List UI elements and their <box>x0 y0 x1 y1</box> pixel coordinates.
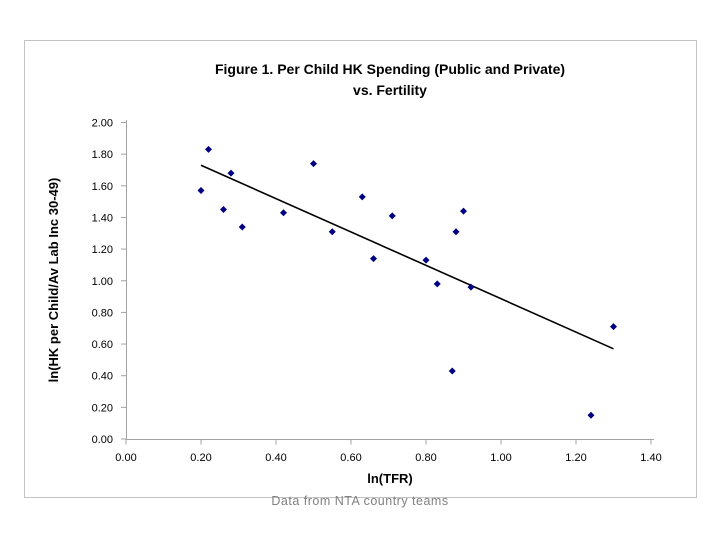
data-point <box>220 206 227 214</box>
y-tick-label: 0.60 <box>92 339 113 351</box>
scatter-plot: 0.00 0.20 0.40 0.60 0.80 1.00 1.20 1.40 1.60 1.80… <box>92 118 662 465</box>
data-point <box>238 223 246 231</box>
data-point <box>388 212 396 220</box>
y-tick-label: 0.00 <box>92 434 113 446</box>
chart-title: Figure 1. Per Child HK Spending (Public … <box>126 59 654 101</box>
x-axis-title: ln(TFR) <box>367 471 413 486</box>
data-point <box>328 228 336 236</box>
footer-caption: Data from NTA country teams <box>271 494 449 508</box>
data-point <box>205 145 212 153</box>
data-point <box>433 280 441 288</box>
data-point <box>358 193 366 201</box>
chart-frame: Figure 1. Per Child HK Spending (Public … <box>24 40 697 498</box>
data-point <box>310 160 317 168</box>
data-point <box>467 283 475 291</box>
x-tick-label: 1.40 <box>640 452 661 464</box>
x-tick-label: 0.00 <box>115 452 136 464</box>
x-tick-label: 0.40 <box>265 452 286 464</box>
data-point <box>422 256 430 264</box>
data-point <box>587 411 595 419</box>
data-point <box>197 187 205 195</box>
data-point <box>227 169 235 177</box>
trend-line <box>200 164 614 350</box>
chart-title-line1: Figure 1. Per Child HK Spending (Public … <box>214 61 566 77</box>
y-tick-label: 0.20 <box>92 402 113 414</box>
x-tick-label: 1.20 <box>565 452 586 464</box>
chart-title-line2: vs. Fertility <box>353 82 427 98</box>
x-tick-label: 0.60 <box>340 452 361 464</box>
y-axis-title: ln(HK per Child/Av Lab Inc 30-49) <box>46 177 61 383</box>
y-tick-label: 1.20 <box>92 244 113 256</box>
data-point <box>452 228 460 236</box>
x-tick-label: 0.80 <box>415 452 436 464</box>
y-tick-label: 1.80 <box>92 149 113 161</box>
data-point <box>460 207 467 215</box>
data-point <box>448 367 456 375</box>
data-point <box>610 323 617 331</box>
data-point <box>370 255 377 263</box>
data-point <box>280 209 287 217</box>
x-tick-label: 1.00 <box>490 452 511 464</box>
y-tick-label: 2.00 <box>92 118 113 130</box>
x-tick-label: 0.20 <box>190 452 211 464</box>
y-tick-label: 0.40 <box>92 371 113 383</box>
y-tick-label: 1.60 <box>92 181 113 193</box>
y-tick-label: 0.80 <box>92 307 113 319</box>
y-tick-label: 1.40 <box>92 212 113 224</box>
y-tick-label: 1.00 <box>92 276 113 288</box>
